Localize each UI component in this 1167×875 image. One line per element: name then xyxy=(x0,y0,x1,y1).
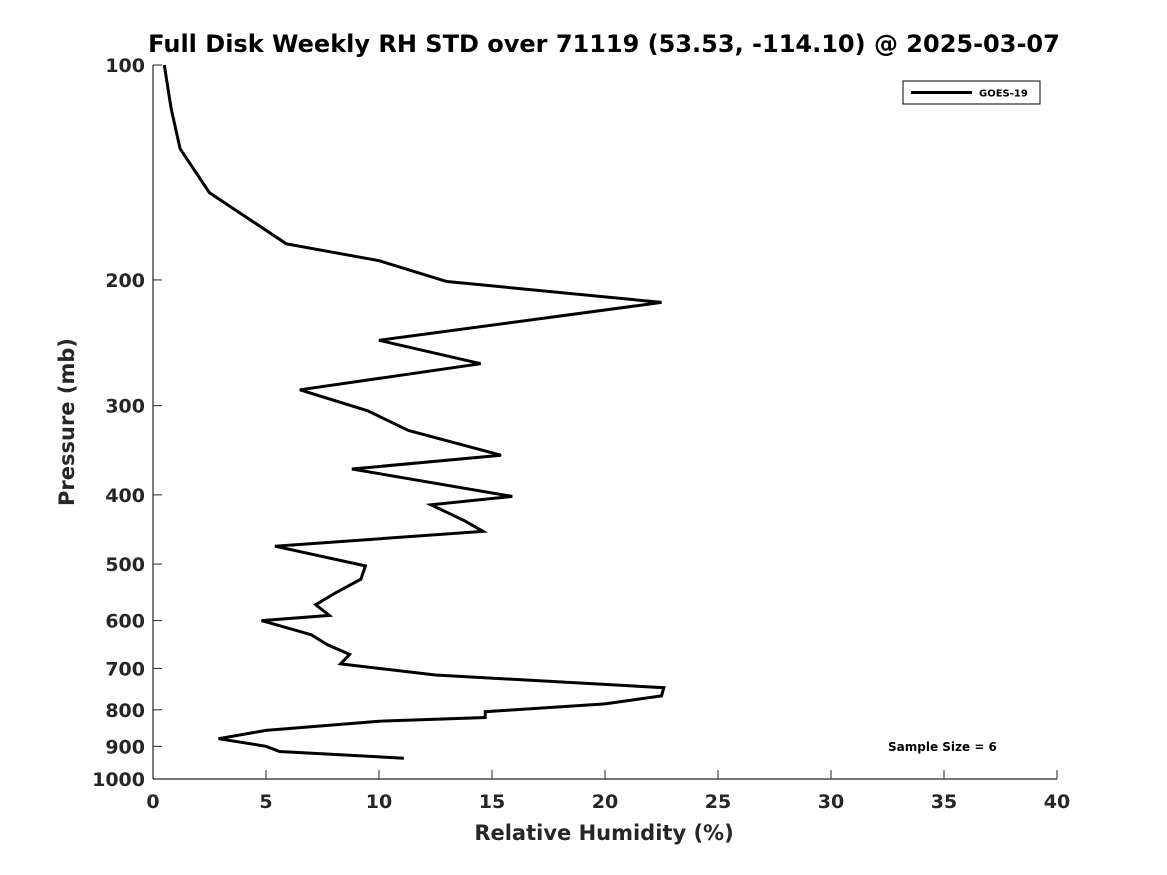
y-axis-ticks: 100 200 300 400 500 600 700 800 900 1000 xyxy=(92,55,162,791)
plot-area xyxy=(152,65,1057,780)
legend-label-goes-19: GOES-19 xyxy=(979,89,1028,100)
x-tick-label: 30 xyxy=(818,791,844,813)
y-axis-label: Pressure (mb) xyxy=(55,338,79,506)
y-tick-label: 300 xyxy=(105,396,145,418)
y-tick-label: 400 xyxy=(105,485,145,507)
y-tick-label: 800 xyxy=(105,700,145,722)
x-tick-label: 35 xyxy=(931,791,957,813)
y-tick-label: 900 xyxy=(105,736,145,758)
x-axis-ticks: 0 5 10 15 20 25 30 35 40 xyxy=(146,770,1070,813)
x-tick-label: 15 xyxy=(479,791,505,813)
x-tick-label: 0 xyxy=(146,791,159,813)
x-tick-label: 25 xyxy=(705,791,731,813)
x-tick-label: 10 xyxy=(366,791,392,813)
x-tick-label: 40 xyxy=(1044,791,1070,813)
sample-size-annotation: Sample Size = 6 xyxy=(888,740,997,754)
chart-title: Full Disk Weekly RH STD over 71119 (53.5… xyxy=(148,30,1060,58)
y-tick-label: 100 xyxy=(105,55,145,77)
y-tick-label: 600 xyxy=(105,611,145,633)
y-tick-label: 500 xyxy=(105,554,145,576)
y-tick-label: 1000 xyxy=(92,769,145,791)
series-layer xyxy=(162,64,666,760)
x-axis-label: Relative Humidity (%) xyxy=(474,821,733,845)
legend: GOES-19 xyxy=(902,80,1041,105)
x-tick-label: 5 xyxy=(259,791,272,813)
x-tick-label: 20 xyxy=(592,791,618,813)
y-tick-label: 700 xyxy=(105,658,145,680)
series-line-goes-19 xyxy=(162,64,666,760)
y-tick-label: 200 xyxy=(105,270,145,292)
